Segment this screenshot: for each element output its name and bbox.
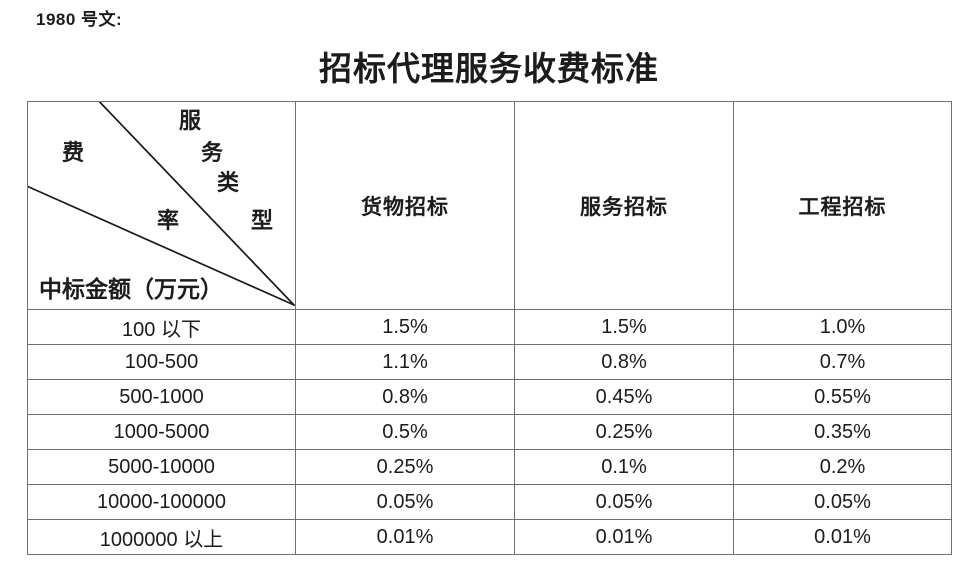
column-header-goods: 货物招标	[295, 101, 515, 310]
rate-cell-service: 0.45%	[514, 379, 734, 415]
service-type-char-2: 务	[201, 140, 224, 165]
column-header-engineering: 工程招标	[733, 101, 952, 310]
diagonal-divider-lines	[28, 102, 295, 306]
rate-cell-service: 0.01%	[514, 519, 734, 555]
rate-cell-goods: 0.25%	[295, 449, 515, 485]
rate-cell-engineering: 0.05%	[733, 484, 952, 520]
fee-rate-char-1: 费	[62, 140, 85, 165]
rate-cell-service: 0.8%	[514, 344, 734, 380]
rate-cell-goods: 1.5%	[295, 309, 515, 345]
table-row: 1000000 以上 0.01% 0.01% 0.01%	[27, 519, 952, 555]
amount-range-cell: 1000000 以上	[27, 519, 296, 555]
rate-cell-goods: 1.1%	[295, 344, 515, 380]
rate-cell-service: 0.05%	[514, 484, 734, 520]
amount-range-cell: 100-500	[27, 344, 296, 380]
table-row: 10000-100000 0.05% 0.05% 0.05%	[27, 484, 952, 520]
service-type-char-1: 服	[179, 108, 202, 133]
rate-cell-engineering: 0.35%	[733, 414, 952, 450]
amount-range-cell: 1000-5000	[27, 414, 296, 450]
rate-cell-engineering: 0.2%	[733, 449, 952, 485]
table-row: 100 以下 1.5% 1.5% 1.0%	[27, 309, 952, 345]
amount-range-cell: 5000-10000	[27, 449, 296, 485]
service-type-char-4: 型	[251, 208, 274, 233]
rate-cell-engineering: 1.0%	[733, 309, 952, 345]
rate-cell-engineering: 0.7%	[733, 344, 952, 380]
column-header-service: 服务招标	[514, 101, 734, 310]
table-row: 5000-10000 0.25% 0.1% 0.2%	[27, 449, 952, 485]
amount-range-cell: 100 以下	[27, 309, 296, 345]
doc-number-label: 1980 号文:	[36, 10, 123, 29]
rate-cell-service: 0.25%	[514, 414, 734, 450]
table-row: 100-500 1.1% 0.8% 0.7%	[27, 344, 952, 380]
amount-range-cell: 500-1000	[27, 379, 296, 415]
diagonal-header-cell: 费 率 服 务 类 型 中标金额（万元）	[27, 101, 296, 310]
fee-rate-char-2: 率	[157, 208, 180, 233]
rate-cell-service: 0.1%	[514, 449, 734, 485]
rate-cell-service: 1.5%	[514, 309, 734, 345]
rate-cell-engineering: 0.01%	[733, 519, 952, 555]
rate-cell-goods: 0.8%	[295, 379, 515, 415]
table-row: 1000-5000 0.5% 0.25% 0.35%	[27, 414, 952, 450]
service-type-char-3: 类	[217, 170, 240, 195]
amount-range-cell: 10000-100000	[27, 484, 296, 520]
amount-axis-label: 中标金额（万元）	[39, 277, 223, 302]
rate-cell-engineering: 0.55%	[733, 379, 952, 415]
header-row: 费 率 服 务 类 型 中标金额（万元） 货物招标 服务招标 工程招标	[27, 101, 952, 310]
rate-cell-goods: 0.05%	[295, 484, 515, 520]
rate-cell-goods: 0.01%	[295, 519, 515, 555]
rate-cell-goods: 0.5%	[295, 414, 515, 450]
table-row: 500-1000 0.8% 0.45% 0.55%	[27, 379, 952, 415]
page-title: 招标代理服务收费标准	[319, 52, 659, 88]
fee-standard-table: 费 率 服 务 类 型 中标金额（万元） 货物招标 服务招标 工程招标 100 …	[27, 101, 952, 555]
